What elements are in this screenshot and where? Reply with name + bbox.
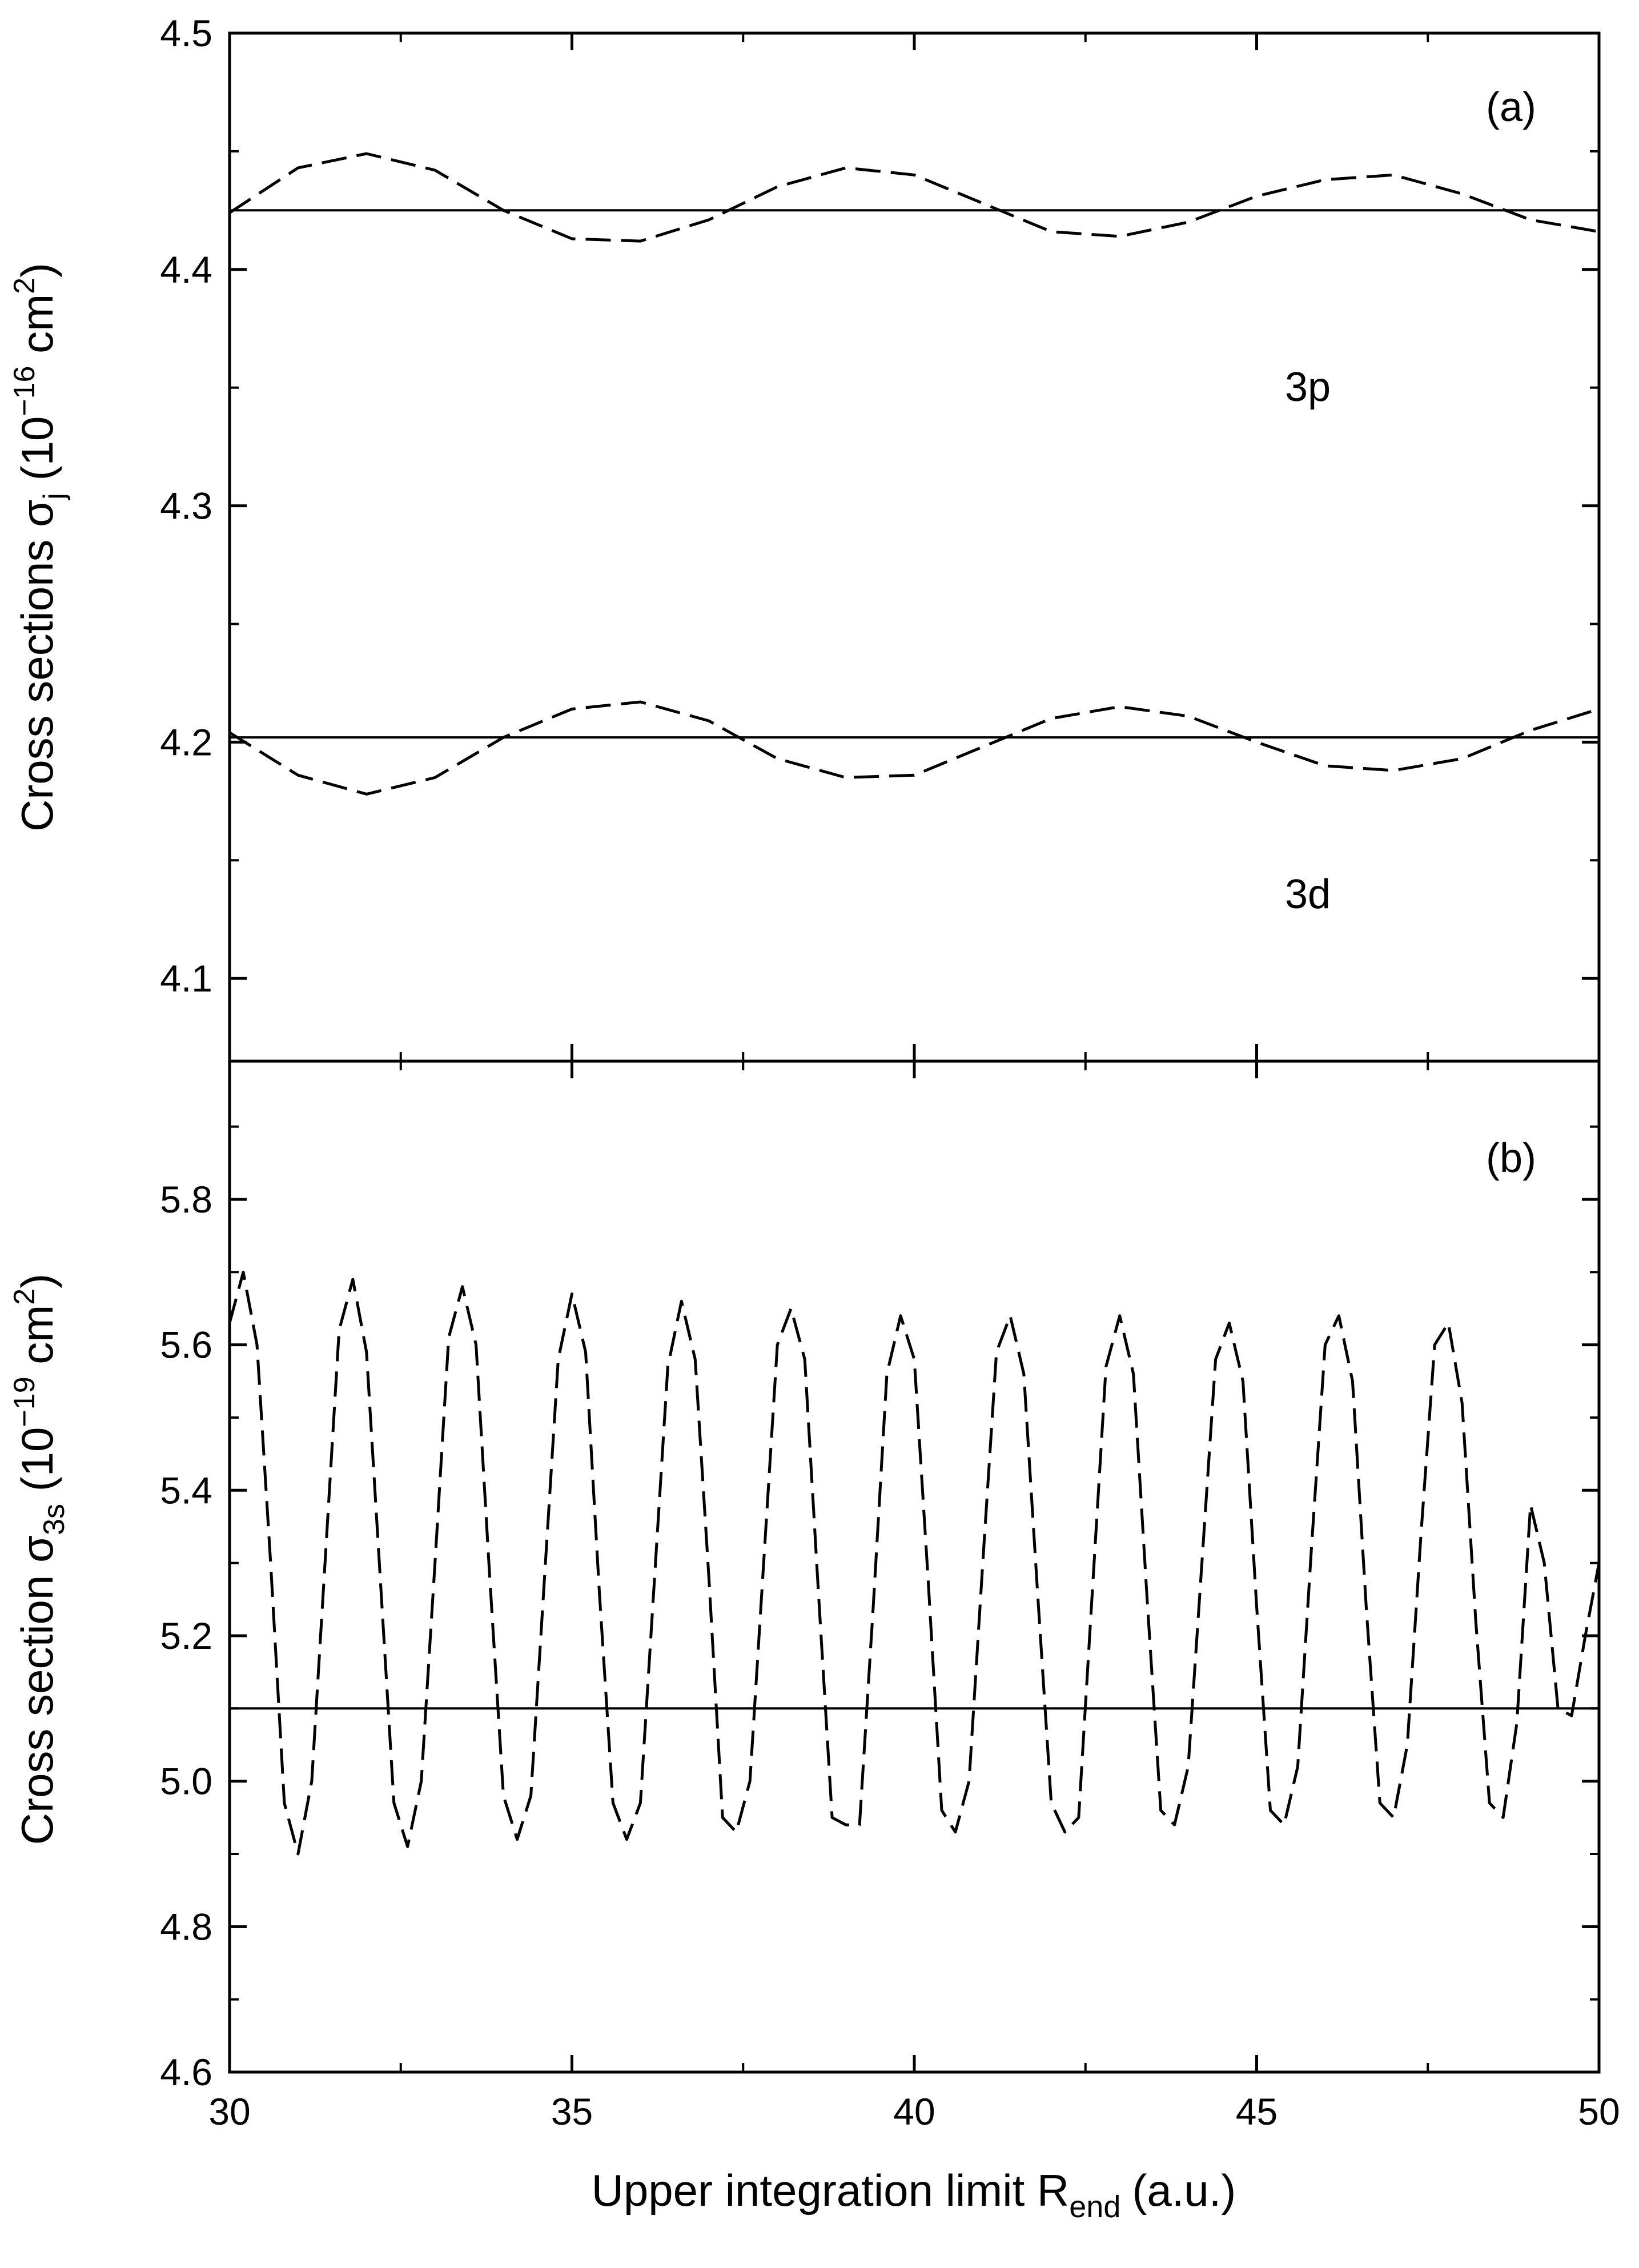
panel-a-ytick-label: 4.2 xyxy=(160,721,212,763)
panel-a-ytick-label: 4.1 xyxy=(160,957,212,999)
panel-b-series xyxy=(228,1270,1601,1856)
panel-a-label: (a) xyxy=(1486,85,1536,130)
panel-b-ylabel-units-mid: cm xyxy=(12,1305,62,1377)
panel-b-ytick-label: 5.0 xyxy=(160,1760,212,1803)
panel-b-ylabel-base: Cross section σ xyxy=(12,1535,62,1845)
panel-a-ylabel-units-close: ) xyxy=(12,263,62,278)
panel-a: 4.1 4.2 4.3 4.4 4.5 (a) 3p 3d Cross sections… xyxy=(8,12,1601,1063)
panel-a-ticks: 4.1 4.2 4.3 4.4 4.5 xyxy=(160,12,1601,1061)
panel-b-ylabel-units-close: ) xyxy=(12,1274,62,1288)
panel-b-ytick-label: 5.8 xyxy=(160,1178,212,1221)
panel-b-series-1-dashed-line xyxy=(228,1270,1601,1856)
panel-a-ylabel-sub: j xyxy=(38,493,71,501)
panel-a-ylabel-base: Cross sections σ xyxy=(12,500,62,832)
panel-a-ylabel: Cross sections σj (10−16 cm2) xyxy=(8,263,71,832)
panel-b-ylabel-sub: 3s xyxy=(38,1504,71,1535)
panel-b-ytick-label: 5.4 xyxy=(160,1469,212,1511)
panel-a-series-1-dashed-line xyxy=(228,152,1600,243)
panel-a-ylabel-units-mid: cm xyxy=(12,294,62,366)
panel-b-ytick-label: 4.8 xyxy=(160,1905,212,1948)
panel-b-label: (b) xyxy=(1486,1135,1536,1181)
panel-b-ylabel-units-open: (10 xyxy=(12,1427,62,1504)
panel-a-ytick-label: 4.5 xyxy=(160,12,212,54)
panel-a-ylabel-units-open: (10 xyxy=(12,416,62,493)
panel-a-ytick-label: 4.4 xyxy=(160,248,212,291)
panel-b-ticks: 4.6 4.8 5.0 5.2 5.4 5.6 5.8 30 35 40 45 50 xyxy=(160,1061,1620,2133)
panel-b-ytick-label: 4.6 xyxy=(160,2051,212,2093)
panel-b: 4.6 4.8 5.0 5.2 5.4 5.6 5.8 30 35 40 45 50 (b) Cros… xyxy=(8,1059,1620,2133)
panel-b-ylabel-exp2: 2 xyxy=(8,1288,41,1305)
panel-b-ytick-label: 5.6 xyxy=(160,1324,212,1366)
x-axis-title: Upper integration limit Rend (a.u.) xyxy=(592,2165,1236,2224)
panel-b-frame xyxy=(228,1059,1601,2074)
x-axis-title-units: (a.u.) xyxy=(1132,2165,1236,2215)
panel-b-xtick-label: 30 xyxy=(208,2090,250,2133)
panel-b-ylabel-exp: −19 xyxy=(8,1376,41,1427)
panel-a-ytick-label: 4.3 xyxy=(160,485,212,527)
series-label-3p: 3p xyxy=(1285,364,1331,410)
panel-a-ylabel-exp2: 2 xyxy=(8,278,41,294)
series-label-3d: 3d xyxy=(1285,872,1331,917)
panel-a-series-3-dashed-line xyxy=(228,700,1600,796)
panel-b-ytick-label: 5.2 xyxy=(160,1615,212,1657)
panel-a-series xyxy=(228,152,1600,796)
x-axis-title-base: Upper integration limit R xyxy=(592,2165,1070,2215)
panel-b-xtick-label: 45 xyxy=(1236,2090,1278,2133)
panel-a-ylabel-exp: −16 xyxy=(8,366,41,416)
x-axis-title-sub: end xyxy=(1069,2190,1120,2224)
panel-b-xtick-label: 35 xyxy=(551,2090,593,2133)
panel-b-xtick-label: 50 xyxy=(1578,2090,1620,2133)
panel-b-xtick-label: 40 xyxy=(893,2090,935,2133)
panel-b-ylabel: Cross section σ3s (10−19 cm2) xyxy=(8,1274,71,1845)
